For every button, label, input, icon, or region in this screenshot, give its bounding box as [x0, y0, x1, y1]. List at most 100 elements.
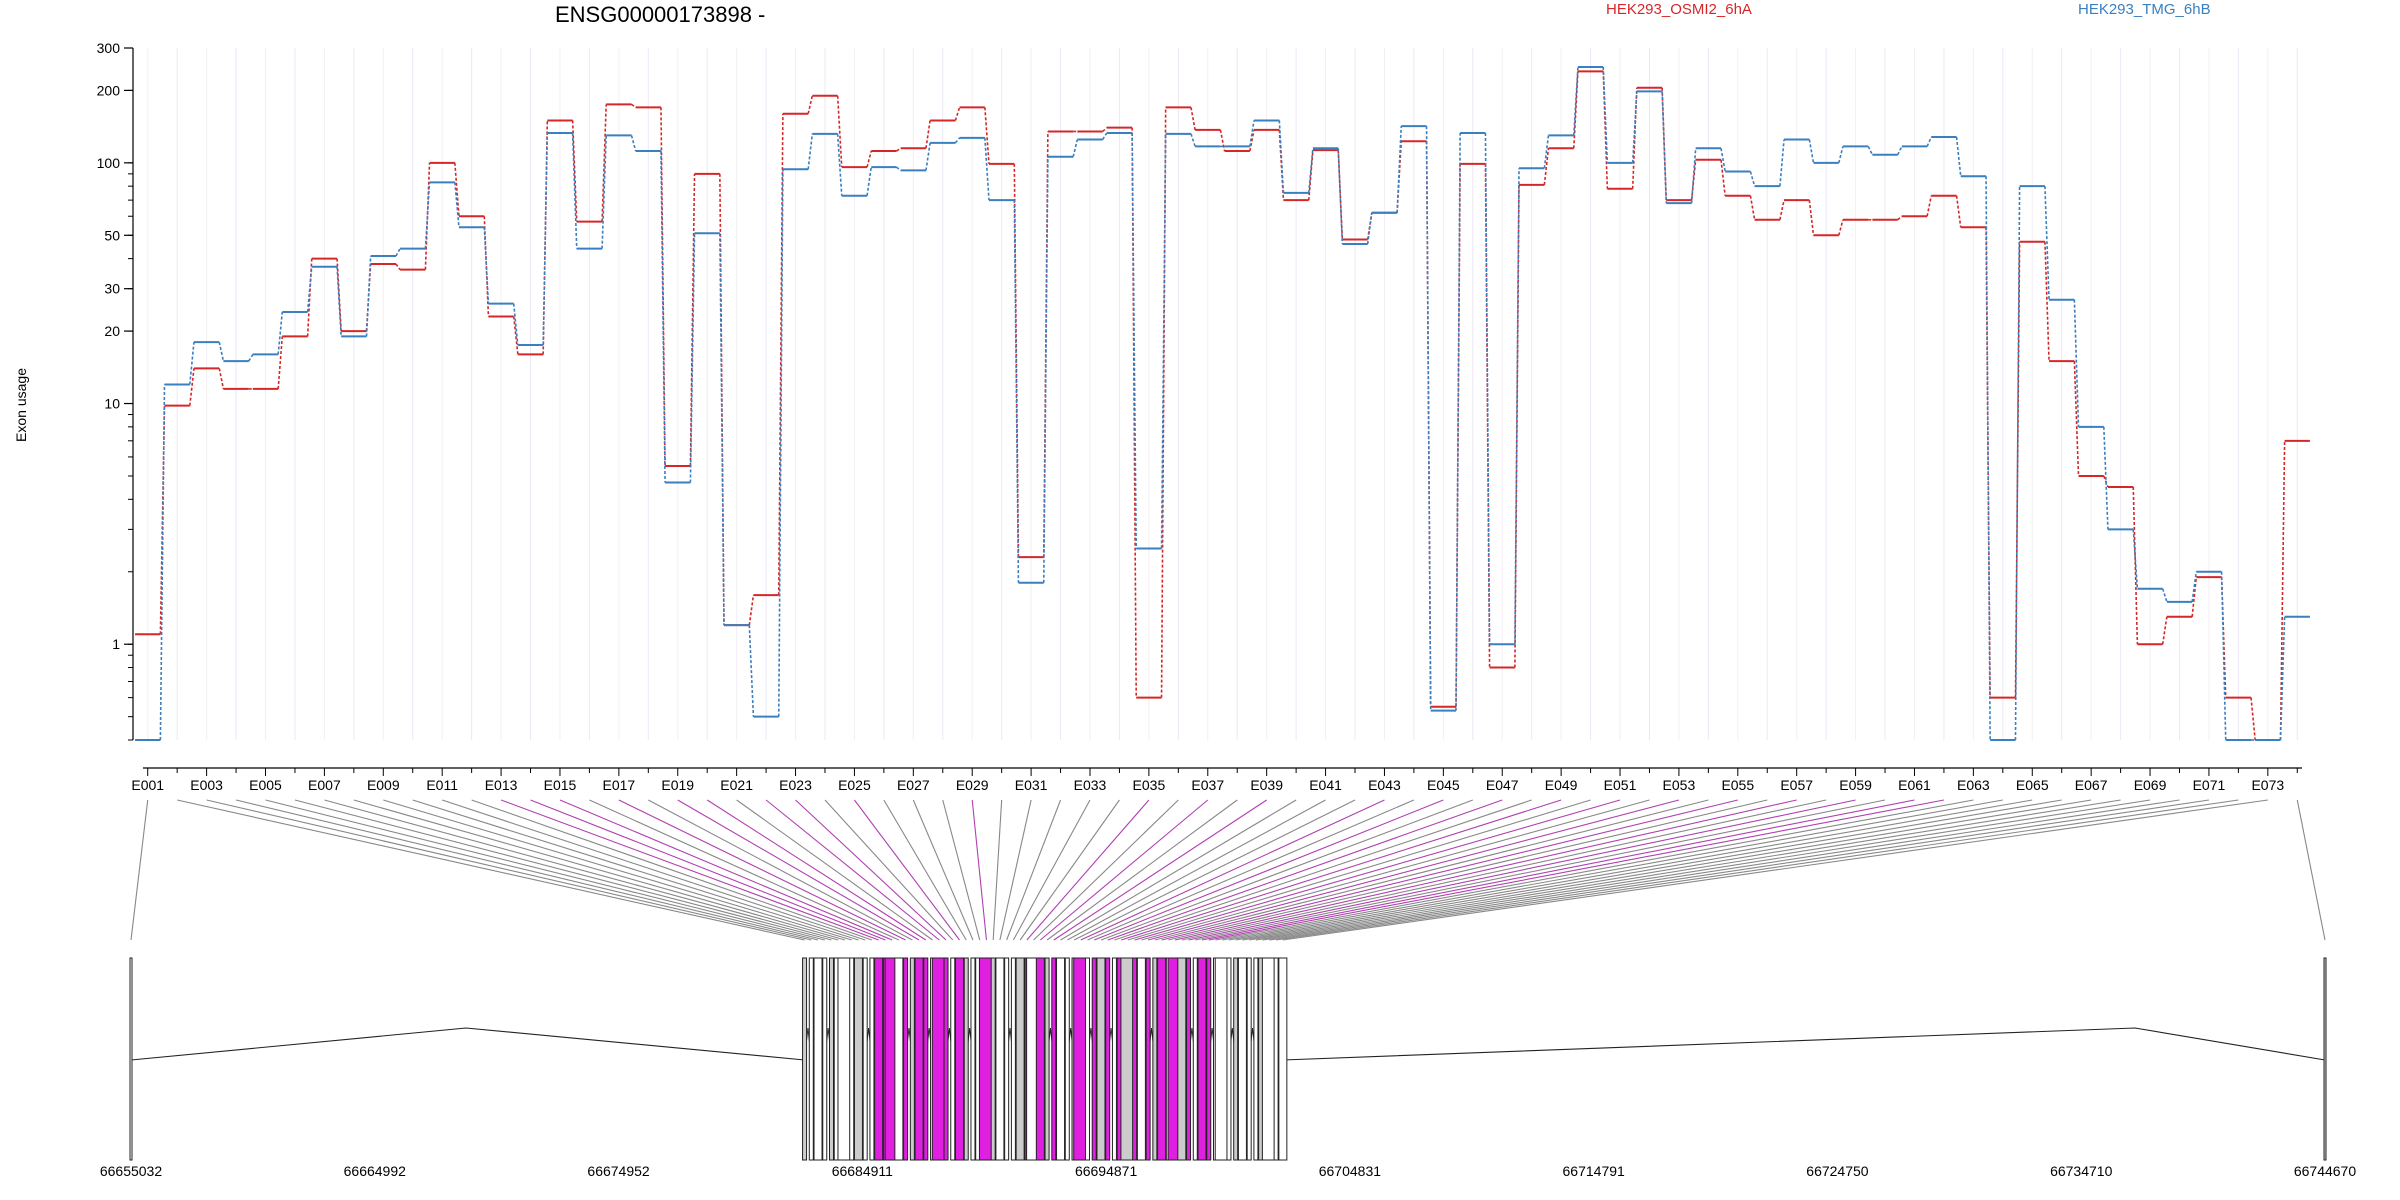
exon-box	[862, 957, 868, 1161]
x-tick-label: E053	[1663, 777, 1696, 793]
genomic-coordinate-label: 66684911	[832, 1163, 893, 1179]
series-1-connector	[189, 342, 195, 385]
exon-connector	[1154, 799, 1709, 941]
exon-connector	[1046, 799, 1238, 941]
exon-box	[995, 957, 1005, 1161]
series-0-connector	[483, 216, 490, 317]
x-tick-label: E061	[1898, 777, 1931, 793]
chart-title: ENSG00000173898 -	[555, 2, 765, 27]
series-1-connector	[542, 133, 549, 346]
exon-connector	[999, 799, 1032, 941]
series-1-connector	[1572, 67, 1579, 136]
exon-connector	[1039, 799, 1209, 941]
series-0-connector	[2132, 486, 2139, 645]
exon-connector	[294, 799, 832, 941]
series-1-connector	[1425, 126, 1432, 711]
series-1-connector	[1720, 148, 1726, 172]
series-1-connector	[601, 135, 607, 249]
exon-connector	[1127, 799, 1591, 941]
exon-box	[1044, 957, 1050, 1161]
genomic-coordinate-label: 66744670	[2294, 1163, 2357, 1179]
exon-box	[1226, 957, 1232, 1161]
series-1-connector	[1690, 148, 1697, 204]
x-tick-label: E055	[1721, 777, 1754, 793]
genomic-coordinate-label: 66714791	[1563, 1163, 1626, 1179]
series-0-connector	[1602, 71, 1609, 189]
series-1-connector	[719, 233, 725, 626]
genomic-coordinate-label: 66694871	[1075, 1163, 1138, 1179]
exon-box	[802, 957, 808, 1161]
exon-box	[1035, 957, 1045, 1161]
series-0-connector	[1219, 129, 1226, 152]
exon-box	[2323, 957, 2327, 1161]
exon-connector	[1087, 799, 1415, 941]
x-tick-label: E021	[720, 777, 753, 793]
series-1-connector	[1131, 133, 1138, 549]
exon-connector	[442, 799, 866, 941]
y-tick-label: 30	[104, 281, 120, 297]
series-1-connector	[248, 353, 254, 362]
series-1-connector	[1366, 212, 1373, 245]
x-tick-label: E065	[2016, 777, 2049, 793]
exon-box	[954, 957, 964, 1161]
series-0-connector	[1543, 148, 1550, 185]
x-tick-label: E029	[956, 777, 989, 793]
exon-box	[1237, 957, 1247, 1161]
series-1-connector	[984, 137, 990, 201]
series-1-connector	[1661, 91, 1668, 204]
exon-box	[1246, 957, 1252, 1161]
exon-connector	[1141, 799, 1650, 941]
series-1-connector	[2279, 616, 2286, 741]
exon-connector	[589, 799, 900, 941]
exon-box	[1010, 957, 1016, 1161]
series-1-connector	[483, 227, 490, 304]
exon-connector	[1168, 799, 1768, 941]
exon-box	[1091, 957, 1097, 1161]
exon-connector	[1215, 799, 1974, 941]
exon-connector	[765, 799, 940, 941]
exon-box	[829, 957, 835, 1161]
series-0-connector	[1102, 127, 1108, 133]
x-tick-label: E007	[308, 777, 341, 793]
series-1-connector	[218, 341, 225, 362]
exon-box	[903, 957, 909, 1161]
exon-connector	[1134, 799, 1621, 941]
exon-box	[1145, 957, 1151, 1161]
exon-connector	[1094, 799, 1444, 941]
exon-box	[909, 957, 915, 1161]
y-tick-label: 300	[97, 40, 121, 56]
x-tick-label: E039	[1250, 777, 1283, 793]
exon-connector	[1073, 799, 1356, 941]
x-tick-label: E041	[1309, 777, 1342, 793]
series-1-connector	[1779, 139, 1785, 187]
y-tick-label: 10	[104, 396, 120, 412]
series-1-connector	[630, 135, 637, 152]
y-tick-label: 20	[104, 323, 120, 339]
series-1-connector	[1455, 133, 1461, 711]
series-0-connector	[1926, 195, 1933, 217]
exon-box	[1233, 957, 1239, 1161]
exon-connector	[1107, 799, 1503, 941]
exon-connector	[1147, 799, 1680, 941]
genomic-coordinate-label: 66724750	[1806, 1163, 1869, 1179]
x-tick-label: E001	[131, 777, 164, 793]
series-1-connector	[2014, 186, 2021, 741]
exon-connector	[1121, 799, 1562, 941]
series-1-connector	[1926, 136, 1932, 147]
x-tick-label: E033	[1074, 777, 1107, 793]
exon-connector-lines	[130, 799, 2326, 941]
exon-connector	[1242, 799, 2092, 941]
x-tick-label: E009	[367, 777, 400, 793]
x-tick-label: E067	[2075, 777, 2108, 793]
exon-connector	[130, 799, 149, 941]
exon-box	[1197, 957, 1207, 1161]
series-1-connector	[1101, 132, 1108, 140]
series-0-connector	[1838, 219, 1844, 236]
series-0-connector	[571, 120, 578, 222]
series-0-connector	[631, 103, 637, 109]
exon-box	[1096, 957, 1106, 1161]
exon-connector	[912, 799, 974, 941]
exon-connector	[1006, 799, 1062, 941]
series-1-connector	[1867, 146, 1874, 156]
series-0-connector	[954, 107, 961, 121]
